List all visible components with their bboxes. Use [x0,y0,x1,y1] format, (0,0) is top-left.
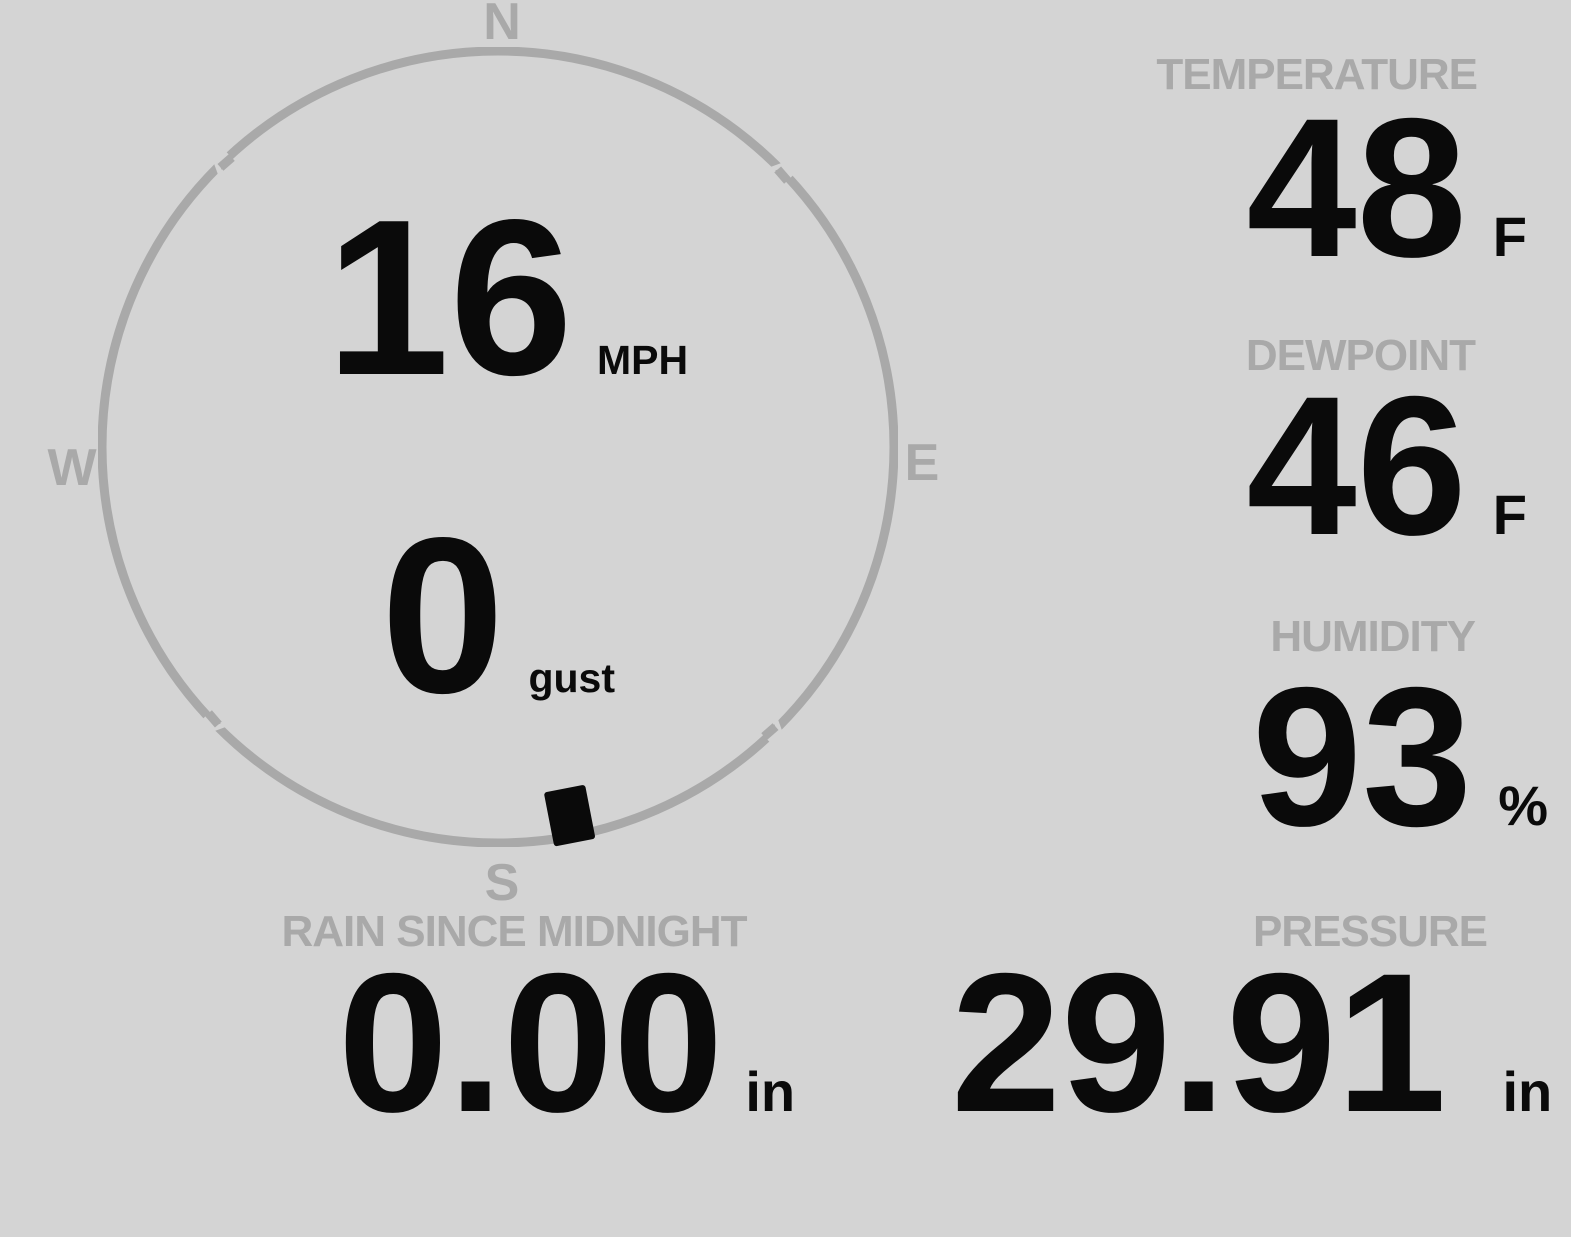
rain-unit: in [745,1060,796,1123]
humidity-unit: % [1498,774,1548,837]
metric-label-dewpoint: DEWPOINT [1245,331,1476,380]
temperature-value: 48 [1246,77,1467,298]
wind-speed-value: 16 [326,174,573,422]
compass-tick-se [761,717,784,744]
compass-label-south: S [484,854,520,912]
compass-label-east: E [904,434,940,492]
compass-tick-sw [201,710,228,733]
wind-direction-marker [544,785,595,847]
rain-value: 0.00 [338,932,724,1153]
wind-gust: 0 gust [381,505,615,727]
metric-label-rain: RAIN SINCE MIDNIGHT [281,907,748,956]
wind-speed: 16 MPH [326,187,688,409]
wind-speed-unit: MPH [596,337,689,383]
temperature-unit: F [1492,205,1527,268]
pressure-unit: in [1502,1060,1553,1123]
metric-label-pressure: PRESSURE [1252,907,1488,956]
wind-gust-unit: gust [528,655,616,701]
metric-dewpoint: 46 F [1247,367,1527,565]
compass-label-north: N [483,0,521,51]
dewpoint-unit: F [1492,483,1527,546]
wind-compass [98,47,898,847]
compass-tick-nw [212,150,235,177]
metric-label-temperature: TEMPERATURE [1156,50,1478,99]
metric-humidity: 93 % [1252,658,1548,856]
metric-temperature: 48 F [1247,89,1527,287]
humidity-value: 93 [1251,646,1473,867]
dewpoint-value: 46 [1246,355,1467,576]
wind-gust-value: 0 [381,492,505,740]
compass-ring [98,47,898,847]
metric-label-humidity: HUMIDITY [1270,612,1476,661]
metric-pressure: 29.91 in [951,944,1552,1142]
wind-direction-marker-shape [544,785,595,847]
compass-tick-ne [768,161,795,184]
compass-label-west: W [47,439,97,497]
metric-rain: 0.00 in [338,944,795,1142]
pressure-value: 29.91 [951,932,1447,1153]
